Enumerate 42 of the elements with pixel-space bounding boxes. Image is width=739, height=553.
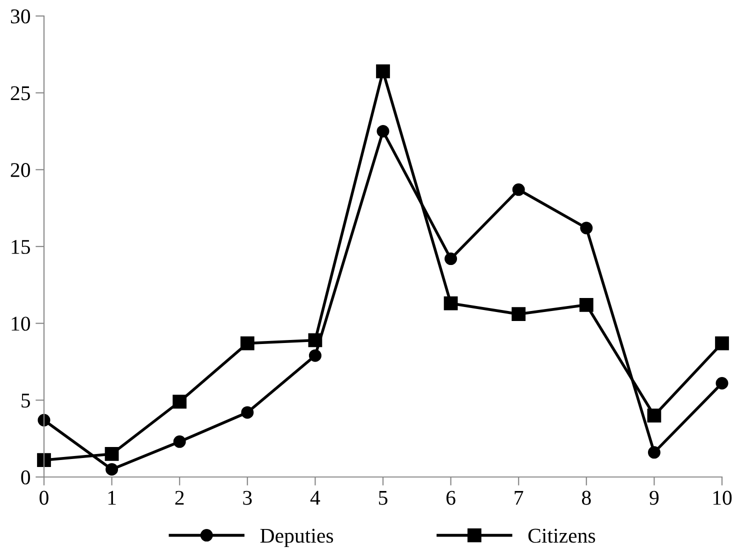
point <box>38 414 50 426</box>
point <box>240 336 254 350</box>
x-tick-label: 9 <box>650 490 659 505</box>
legend-label: Citizens <box>528 528 596 543</box>
point <box>106 463 118 476</box>
y-tick-label: 0 <box>21 470 30 484</box>
point <box>715 336 729 350</box>
y-tick-label: 5 <box>22 394 30 408</box>
x-tick-label: 4 <box>310 490 320 505</box>
point <box>647 408 662 422</box>
point <box>579 298 594 312</box>
point <box>648 446 660 459</box>
point <box>37 453 51 468</box>
y-tick-label: 15 <box>12 240 30 254</box>
point <box>376 64 390 78</box>
point <box>512 183 525 196</box>
point <box>104 447 119 461</box>
x-tick-label: 2 <box>175 490 184 505</box>
x-tick-label: 3 <box>243 490 252 505</box>
x-tick-label: 7 <box>514 491 524 505</box>
x-tick-label: 10 <box>713 490 732 505</box>
point <box>308 349 322 362</box>
x-tick-label: 5 <box>379 491 388 505</box>
point <box>308 333 322 348</box>
x-tick-label: 0 <box>40 490 48 505</box>
point <box>444 252 458 266</box>
point <box>376 125 390 138</box>
y-tick-label: 25 <box>10 86 30 100</box>
x-tick-label: 6 <box>446 490 456 505</box>
x-tick-label: 1 <box>108 490 116 505</box>
legend-label: Deputies <box>260 528 334 548</box>
point <box>512 307 526 322</box>
y-tick-label: 20 <box>10 163 30 178</box>
point <box>173 435 186 448</box>
point <box>444 296 458 310</box>
point <box>172 394 187 409</box>
y-tick-label: 10 <box>12 316 30 331</box>
point <box>241 406 254 419</box>
x-tick-label: 8 <box>582 490 591 505</box>
point <box>580 222 593 234</box>
point <box>716 377 728 390</box>
y-tick-label: 30 <box>10 9 30 24</box>
